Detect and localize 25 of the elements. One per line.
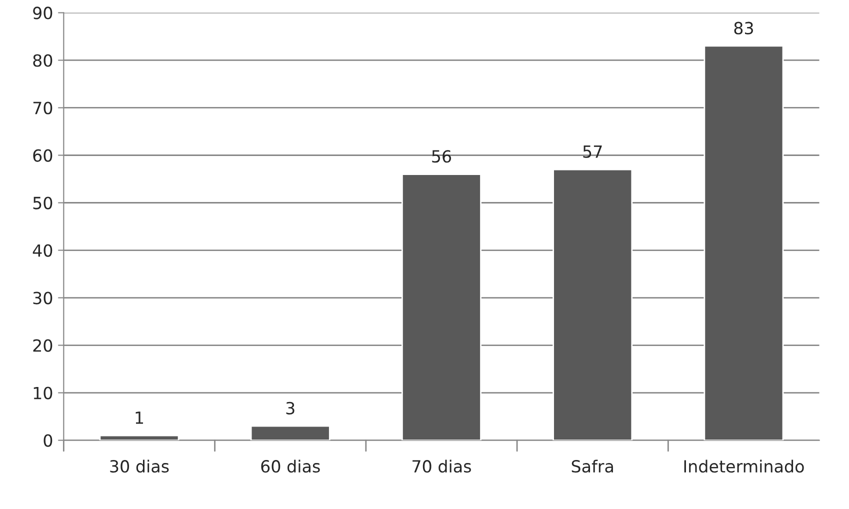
x-tick-label: 60 dias	[261, 460, 320, 473]
bar	[552, 168, 633, 440]
x-tick-label: Safra	[572, 460, 613, 473]
y-tick-label: 70	[33, 102, 52, 114]
y-tick-label: 60	[33, 149, 52, 162]
y-tick-label: 80	[33, 54, 52, 67]
data-label: 1	[136, 412, 143, 424]
y-tick-label: 90	[33, 6, 52, 20]
y-tick-label: 40	[32, 244, 52, 257]
data-label: 83	[734, 22, 753, 34]
data-label: 3	[286, 402, 294, 414]
y-tick-label: 10	[34, 386, 52, 400]
y-tick-label: 20	[33, 339, 52, 352]
bar	[99, 434, 180, 440]
bar	[250, 425, 330, 440]
bar	[401, 174, 482, 440]
x-tick-label: Indeterminado	[684, 460, 804, 473]
data-label: 56	[432, 150, 452, 163]
x-tick-label: 30 dias	[110, 460, 169, 473]
y-tick-label: 50	[33, 196, 52, 210]
bar	[704, 45, 784, 440]
x-tick-label: 70 dias	[412, 460, 471, 473]
data-label: 57	[583, 146, 602, 158]
y-tick-label: 0	[44, 434, 52, 447]
y-tick-label: 30	[33, 292, 52, 304]
